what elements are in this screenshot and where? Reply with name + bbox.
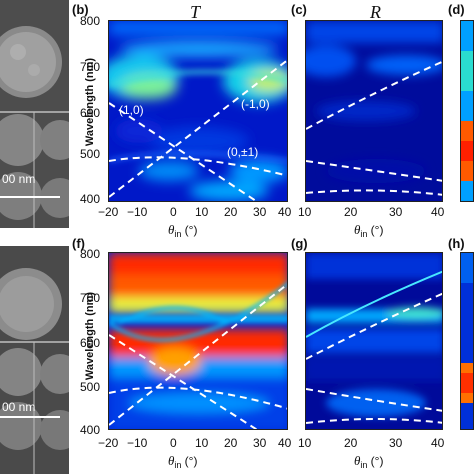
sem-image-top: 00 nm (0, 0, 69, 228)
x-axis-label-c: θin (°) (354, 222, 383, 239)
heatmap-c-reflection (305, 20, 443, 202)
xlabel-g-unit: (°) (370, 454, 384, 468)
sem-image-bottom: 00 nm (0, 246, 69, 474)
x-axis-label-b: θin (°) (168, 222, 197, 239)
panel-label-b: (b) (72, 2, 89, 17)
panel-label-f: (f) (72, 236, 85, 251)
panel-label-g: (g) (291, 236, 308, 251)
annotation-order-1-0: (1,0) (119, 103, 144, 117)
x-tick-c-0: 10 (298, 205, 312, 219)
scale-text-bottom: 00 nm (2, 400, 36, 414)
x-tick-g-3: 40 (431, 436, 445, 450)
x-tick-f-6: 40 (278, 436, 292, 450)
x-tick-f-3: 10 (195, 436, 209, 450)
sem-top-graphic (0, 0, 69, 228)
xlabel-g-symbol: θ (354, 453, 361, 468)
panel-label-c: (c) (291, 2, 307, 17)
x-tick-b-5: 30 (253, 205, 267, 219)
x-tick-c-2: 30 (389, 205, 403, 219)
heatmap-h-partial (460, 252, 474, 430)
y-tick-f-600: 600 (80, 336, 101, 350)
x-tick-b-1: −10 (127, 205, 148, 219)
x-tick-g-2: 30 (389, 436, 403, 450)
xlabel-f-symbol: θ (168, 453, 175, 468)
x-tick-c-3: 40 (431, 205, 445, 219)
xlabel-f-sub: in (174, 460, 182, 470)
y-tick-b-800: 800 (80, 14, 101, 28)
x-tick-f-5: 30 (253, 436, 267, 450)
sem-bottom-graphic (0, 246, 69, 474)
x-tick-b-6: 40 (278, 205, 292, 219)
y-tick-b-400: 400 (80, 192, 101, 206)
y-tick-b-500: 500 (80, 147, 101, 161)
x-axis-label-f: θin (°) (168, 453, 197, 470)
x-axis-label-g: θin (°) (354, 453, 383, 470)
scale-bar-bottom (0, 416, 60, 418)
x-tick-c-1: 20 (344, 205, 358, 219)
x-tick-f-2: 0 (170, 436, 177, 450)
annotation-order-m1-0: (-1,0) (241, 97, 270, 111)
x-tick-b-2: 0 (170, 205, 177, 219)
panel-label-d: (d) (448, 2, 465, 17)
y-tick-f-400: 400 (80, 423, 101, 437)
x-tick-b-0: −20 (98, 205, 119, 219)
x-tick-f-1: −10 (127, 436, 148, 450)
xlabel-b-unit: (°) (184, 223, 198, 237)
y-tick-f-700: 700 (80, 291, 101, 305)
x-tick-b-4: 20 (224, 205, 238, 219)
xlabel-g-sub: in (360, 460, 368, 470)
y-tick-f-500: 500 (80, 380, 101, 394)
xlabel-c-symbol: θ (354, 222, 361, 237)
y-tick-f-800: 800 (80, 247, 101, 261)
xlabel-f-unit: (°) (184, 454, 198, 468)
heatmap-f (108, 252, 288, 430)
xlabel-c-unit: (°) (370, 223, 384, 237)
panel-title-b: T (190, 2, 201, 22)
heatmap-g (305, 252, 443, 430)
x-tick-g-1: 20 (344, 436, 358, 450)
x-tick-f-4: 20 (224, 436, 238, 450)
y-tick-b-600: 600 (80, 106, 101, 120)
xlabel-b-symbol: θ (168, 222, 175, 237)
panel-title-c: R (370, 2, 381, 22)
scale-text-top: 00 nm (2, 172, 36, 186)
x-tick-f-0: −20 (98, 436, 119, 450)
heatmap-b-transmission: (1,0) (-1,0) (0,±1) (108, 20, 288, 202)
x-tick-g-0: 10 (298, 436, 312, 450)
heatmap-d-partial (460, 20, 474, 202)
y-tick-b-700: 700 (80, 60, 101, 74)
annotation-order-0-pm1: (0,±1) (227, 145, 259, 159)
x-tick-b-3: 10 (195, 205, 209, 219)
xlabel-c-sub: in (360, 229, 368, 239)
scale-bar-top (0, 196, 60, 198)
panel-label-h: (h) (448, 236, 465, 251)
xlabel-b-sub: in (174, 229, 182, 239)
